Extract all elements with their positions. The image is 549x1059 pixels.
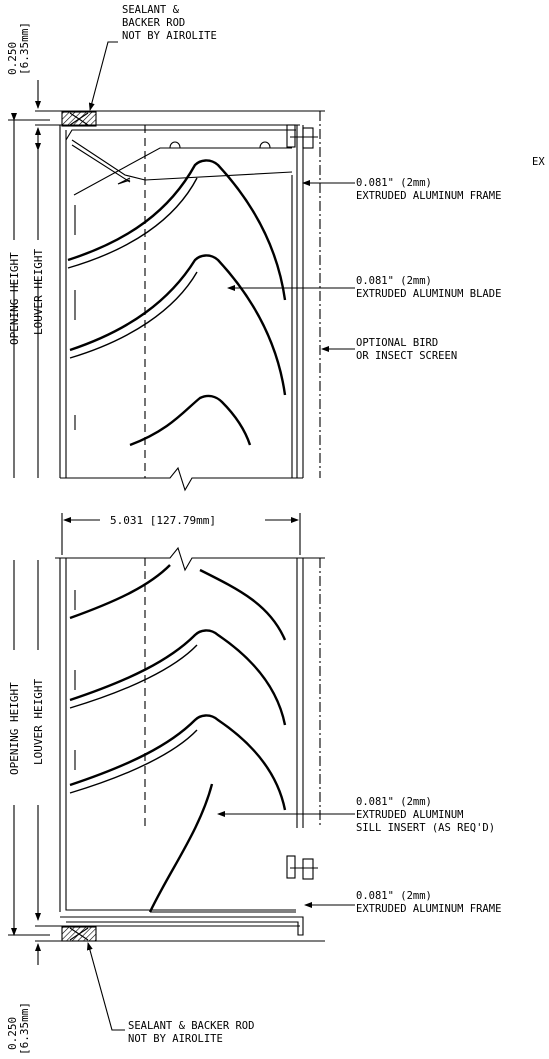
bottom-frame-callout-line2: EXTRUDED ALUMINUM FRAME: [356, 903, 501, 915]
top-frame-callout-line2: EXTRUDED ALUMINUM FRAME: [356, 190, 501, 202]
top-screen-callout-line2: OR INSECT SCREEN: [356, 350, 457, 362]
bottom-sill-frame: [59, 828, 304, 936]
bottom-fastener: [286, 855, 296, 879]
top-sealant-note-line1: SEALANT &: [122, 4, 180, 16]
bottom-sealant-note-line2: NOT BY AIROLITE: [128, 1033, 223, 1045]
bottom-depth-dim: 5.031 [127.79mm]: [110, 514, 216, 527]
top-cut-label: EX: [532, 156, 545, 168]
bottom-blade-1: [69, 564, 171, 620]
bottom-sealant-note-line1: SEALANT & BACKER ROD: [128, 1020, 254, 1032]
top-opening-height-label: OPENING HEIGHT: [8, 252, 21, 345]
top-blade-callout-line2: EXTRUDED ALUMINUM BLADE: [356, 288, 501, 300]
bottom-leaders: [86, 811, 355, 1031]
bottom-dimensions: [8, 560, 50, 965]
top-gap-dim-inch: 0.250: [6, 42, 19, 75]
top-blade-callout-line1: 0.081" (2mm): [356, 275, 432, 287]
sill-callout-line3: SILL INSERT (AS REQ'D): [356, 822, 495, 834]
top-sealant-leader: [88, 41, 118, 111]
top-head-detail: [35, 110, 325, 492]
sill-callout-line2: EXTRUDED ALUMINUM: [356, 809, 463, 821]
bottom-gap-dim-mm: [6.35mm]: [18, 1002, 31, 1055]
top-sealant-note-line3: NOT BY AIROLITE: [122, 30, 217, 42]
bottom-blade-3: [69, 714, 287, 811]
bottom-frame-callout-line1: 0.081" (2mm): [356, 890, 432, 902]
bottom-labels: 5.031 [127.79mm] OPENING HEIGHT LOUVER H…: [6, 514, 501, 1055]
top-head-frame-profile: [71, 139, 293, 196]
bottom-sill-detail: [35, 513, 325, 942]
bottom-opening-height-label: OPENING HEIGHT: [8, 682, 21, 775]
top-fastener: [286, 124, 296, 148]
top-blade-2: [69, 254, 287, 396]
bottom-backer-rod: [69, 927, 89, 941]
bottom-louver-height-label: LOUVER HEIGHT: [32, 679, 45, 765]
sill-insert: [148, 783, 214, 913]
top-blade-1: [67, 159, 287, 301]
top-sealant-note-line2: BACKER ROD: [122, 17, 185, 29]
top-dimensions: [8, 80, 50, 478]
top-frame-callout-line1: 0.081" (2mm): [356, 177, 432, 189]
sill-callout-line1: 0.081" (2mm): [356, 796, 432, 808]
bottom-break-line: [55, 546, 325, 572]
top-break-line: [60, 466, 303, 492]
top-blade-3: [129, 394, 252, 447]
top-backer-rod: [69, 112, 89, 126]
top-leaders: [88, 41, 355, 352]
top-head-flange: [65, 129, 296, 141]
top-labels: SEALANT & BACKER ROD NOT BY AIROLITE 0.2…: [6, 4, 545, 362]
top-gap-dim-mm: [6.35mm]: [18, 22, 31, 75]
bottom-blade-2: [69, 629, 287, 726]
bottom-gap-dim-inch: 0.250: [6, 1017, 19, 1050]
top-louver-height-label: LOUVER HEIGHT: [32, 249, 45, 335]
top-screen-callout-line1: OPTIONAL BIRD: [356, 337, 438, 349]
bottom-sealant-leader: [86, 942, 125, 1031]
